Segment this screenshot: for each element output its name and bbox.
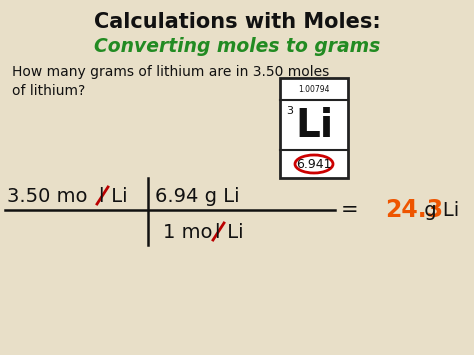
Text: of lithium?: of lithium? xyxy=(12,84,85,98)
Text: g Li: g Li xyxy=(418,201,459,219)
Text: Calculations with Moles:: Calculations with Moles: xyxy=(94,12,380,32)
Text: 1.00794: 1.00794 xyxy=(298,86,330,94)
Text: 1 mo: 1 mo xyxy=(163,223,212,241)
FancyBboxPatch shape xyxy=(280,78,348,178)
Text: How many grams of lithium are in 3.50 moles: How many grams of lithium are in 3.50 mo… xyxy=(12,65,329,79)
Text: 6.94 g Li: 6.94 g Li xyxy=(155,186,240,206)
Text: Li: Li xyxy=(295,107,333,145)
Text: Li: Li xyxy=(105,186,128,206)
Text: Li: Li xyxy=(221,223,244,241)
Text: 3: 3 xyxy=(286,106,293,116)
Text: Converting moles to grams: Converting moles to grams xyxy=(94,37,380,55)
Text: 6.941: 6.941 xyxy=(296,158,332,170)
Text: =: = xyxy=(341,200,359,220)
Text: 3.50 mo: 3.50 mo xyxy=(7,186,88,206)
Text: l: l xyxy=(214,223,219,241)
Text: 24.3: 24.3 xyxy=(385,198,443,222)
Text: l: l xyxy=(98,186,103,206)
